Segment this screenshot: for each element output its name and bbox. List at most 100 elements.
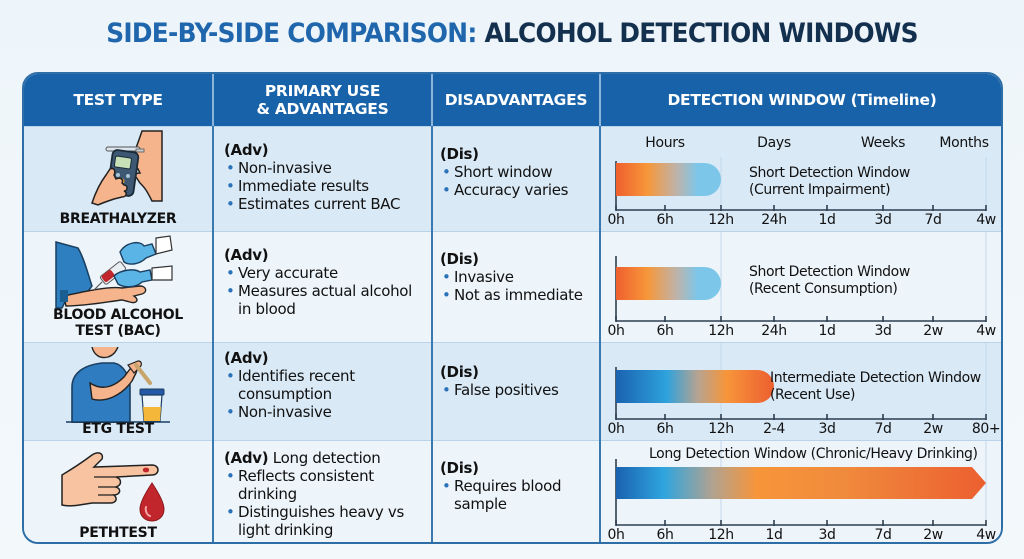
tick-label: 24h [761, 323, 787, 339]
advantages-cell: (Adv) Long detectionReflects consistent … [224, 441, 429, 542]
scale-label: Days [757, 135, 791, 151]
test-type-cell: BREATHALYZER [24, 127, 212, 231]
advantage-item: Very accurate [224, 264, 429, 282]
dis-label: (Dis) [440, 459, 479, 477]
blood-draw-icon [52, 234, 182, 319]
advantages-heading: (Adv) [224, 349, 429, 367]
tick-label: 4w [976, 212, 996, 228]
advantage-item: Non-invasive [224, 159, 429, 177]
window-title: Intermediate Detection Window [770, 370, 981, 386]
disadvantage-item: Accuracy varies [440, 181, 596, 199]
detection-window-cell: 0h 6h 12h 1d 3d 7d 2w 4w Long Detection Window (… [601, 441, 1001, 543]
tick-label: 12h [708, 323, 734, 339]
table-header: TEST TYPE PRIMARY USE & ADVANTAGES DISAD… [24, 74, 1001, 126]
disadvantages-list: False positives [440, 381, 596, 399]
advantages-cell: (Adv)Non-invasiveImmediate resultsEstima… [224, 127, 429, 231]
advantages-heading: (Adv) [224, 246, 429, 264]
tick-label: 4w [976, 323, 996, 339]
comparison-table: TEST TYPE PRIMARY USE & ADVANTAGES DISAD… [22, 72, 1003, 544]
tick-label: 6h [656, 527, 674, 543]
disadvantage-item: False positives [440, 381, 596, 399]
test-name: PETHTEST [79, 525, 157, 541]
finger-prick-icon [58, 445, 168, 530]
column-divider [599, 126, 601, 542]
test-name: BREATHALYZER [59, 211, 177, 227]
tick-label: 0h [607, 421, 625, 437]
test-name: ETG TEST [82, 421, 154, 437]
scale-label: Weeks [860, 135, 906, 151]
test-type-cell: BLOOD ALCOHOL TEST (BAC) [24, 232, 212, 342]
advantage-item: Distinguishes heavy vs light drinking [224, 503, 429, 539]
column-header-advantages: PRIMARY USE & ADVANTAGES [212, 74, 431, 126]
timeline-chart [615, 232, 987, 322]
tick-label: 6h [656, 212, 674, 228]
adv-label: (Adv) [224, 449, 269, 467]
window-label: Long Detection Window (Chronic/Heavy Dri… [649, 446, 978, 463]
window-title: Short Detection Window [749, 165, 910, 181]
page-title: SIDE-BY-SIDE COMPARISON: ALCOHOL DETECTI… [41, 18, 983, 49]
adv-heading-suffix: Long detection [268, 449, 381, 467]
detection-window-cell: 0h 6h 12h 2-4 3d 7d 2w 80+ Intermediate Detectio… [601, 343, 1001, 440]
tick-label: 3d [874, 212, 892, 228]
advantage-item: Reflects consistent drinking [224, 467, 429, 503]
detection-window-cell: 0h 6h 12h 24h 1d 3d 7d 4w Hours Days Weeks Months Sh… [601, 127, 1001, 231]
advantages-heading: (Adv) [224, 141, 429, 159]
tick-label: 12h [708, 212, 734, 228]
scale-label: Hours [645, 135, 685, 151]
window-label: Short Detection Window (Recent Consumptio… [749, 264, 910, 298]
column-divider [431, 126, 433, 542]
advantage-item: Identifies recent consumption [224, 367, 429, 403]
tick-label: 3d [818, 421, 836, 437]
disadvantages-cell: (Dis)InvasiveNot as immediate [440, 232, 596, 342]
timeline-chart [615, 441, 987, 526]
tick-label: 0h [607, 527, 625, 543]
disadvantages-cell: (Dis)Requires blood sample [440, 441, 596, 542]
advantage-item: Immediate results [224, 177, 429, 195]
detection-window-bar [616, 267, 721, 300]
tick-label: 2w [923, 527, 943, 543]
dis-label: (Dis) [440, 250, 479, 268]
advantages-list: Identifies recent consumptionNon-invasiv… [224, 367, 429, 421]
tick-label: 2-4 [763, 421, 785, 437]
tick-label: 7d [874, 527, 892, 543]
disadvantages-list: Requires blood sample [440, 477, 596, 513]
table-row: BREATHALYZER (Adv)Non-invasiveImmediate r… [24, 126, 1001, 231]
tick-label: 6h [656, 323, 674, 339]
urine-sample-icon [62, 346, 172, 428]
window-label: Intermediate Detection Window (Recent Use… [770, 370, 981, 404]
tick-label: 12h [708, 527, 734, 543]
advantages-list: Non-invasiveImmediate resultsEstimates c… [224, 159, 429, 213]
advantages-list: Reflects consistent drinkingDistinguishe… [224, 467, 429, 539]
tick-label: 24h [761, 212, 787, 228]
scale-label: Months [939, 135, 989, 151]
window-subtitle: (Recent Use) [770, 387, 856, 403]
advantage-item: Non-invasive [224, 403, 429, 421]
advantage-item: Estimates current BAC [224, 195, 429, 213]
advantages-heading: (Adv) Long detection [224, 449, 429, 467]
window-title: Short Detection Window [749, 264, 910, 280]
dis-label: (Dis) [440, 145, 479, 163]
disadvantage-item: Not as immediate [440, 286, 596, 304]
detection-window-bar [616, 467, 986, 499]
tick-label: 3d [874, 323, 892, 339]
disadvantage-item: Short window [440, 163, 596, 181]
column-divider [212, 126, 214, 542]
advantages-list: Very accurateMeasures actual alcohol in … [224, 264, 429, 318]
disadvantages-cell: (Dis)Short windowAccuracy varies [440, 127, 596, 231]
tick-label: 12h [708, 421, 734, 437]
column-header-detection-window: DETECTION WINDOW (Timeline) [599, 74, 1001, 126]
tick-label: 1d [818, 323, 836, 339]
tick-label: 2w [923, 323, 943, 339]
adv-label: (Adv) [224, 349, 269, 367]
tick-label: 0h [607, 212, 625, 228]
advantages-cell: (Adv)Very accurateMeasures actual alcoho… [224, 232, 429, 342]
tick-label: 4w [976, 527, 996, 543]
adv-label: (Adv) [224, 141, 269, 159]
column-header-disadvantages: DISADVANTAGES [431, 74, 599, 126]
breathalyzer-icon [84, 129, 164, 212]
adv-label: (Adv) [224, 246, 269, 264]
disadvantages-list: Short windowAccuracy varies [440, 163, 596, 199]
disadvantage-item: Requires blood sample [440, 477, 596, 513]
detection-window-bar [616, 370, 774, 403]
tick-label: 1d [818, 212, 836, 228]
